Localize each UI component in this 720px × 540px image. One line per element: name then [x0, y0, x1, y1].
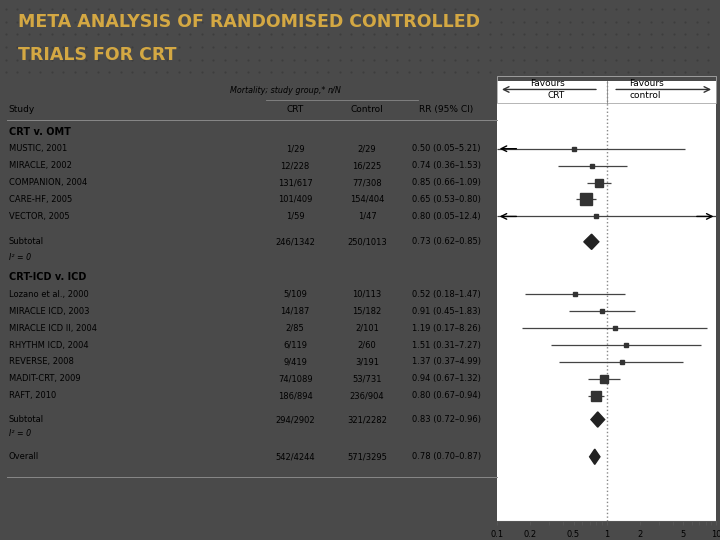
Text: 0.80 (0.05–12.4): 0.80 (0.05–12.4)	[412, 212, 481, 221]
Text: 0.50 (0.05–5.21): 0.50 (0.05–5.21)	[412, 144, 481, 153]
Text: control: control	[629, 91, 660, 100]
Text: Study: Study	[9, 105, 35, 114]
Text: RAFT, 2010: RAFT, 2010	[9, 392, 56, 400]
Text: 250/1013: 250/1013	[347, 237, 387, 246]
Text: CRT: CRT	[548, 91, 565, 100]
Text: 15/182: 15/182	[353, 307, 382, 316]
Text: 5/109: 5/109	[283, 290, 307, 299]
Text: COMPANION, 2004: COMPANION, 2004	[9, 178, 87, 187]
Text: RR (95% CI): RR (95% CI)	[419, 105, 474, 114]
Text: 16/225: 16/225	[353, 161, 382, 170]
Text: RHYTHM ICD, 2004: RHYTHM ICD, 2004	[9, 341, 89, 349]
Bar	[497, 76, 716, 103]
Text: 0.85 (0.66–1.09): 0.85 (0.66–1.09)	[412, 178, 481, 187]
Text: n/N: n/N	[328, 85, 341, 94]
Text: I² = 0: I² = 0	[9, 429, 31, 437]
Text: Mortality; study group,*: Mortality; study group,*	[230, 85, 328, 94]
Text: 154/404: 154/404	[350, 195, 384, 204]
Text: 14/187: 14/187	[281, 307, 310, 316]
Text: CARE-HF, 2005: CARE-HF, 2005	[9, 195, 72, 204]
Text: 0.52 (0.18–1.47): 0.52 (0.18–1.47)	[412, 290, 481, 299]
Text: MUSTIC, 2001: MUSTIC, 2001	[9, 144, 67, 153]
Text: META ANALYSIS OF RANDOMISED CONTROLLED: META ANALYSIS OF RANDOMISED CONTROLLED	[18, 13, 480, 31]
Text: Overall: Overall	[9, 453, 39, 461]
Text: Favours: Favours	[629, 79, 664, 88]
Text: 0.73 (0.62–0.85): 0.73 (0.62–0.85)	[412, 237, 481, 246]
Text: 0.94 (0.67–1.32): 0.94 (0.67–1.32)	[412, 374, 481, 383]
Text: 131/617: 131/617	[278, 178, 312, 187]
Text: MIRACLE, 2002: MIRACLE, 2002	[9, 161, 71, 170]
Text: Subtotal: Subtotal	[9, 415, 44, 424]
Polygon shape	[584, 234, 599, 249]
Text: 0.80 (0.67–0.94): 0.80 (0.67–0.94)	[412, 392, 481, 400]
Text: 2/29: 2/29	[358, 144, 377, 153]
Polygon shape	[591, 412, 605, 427]
Text: MIRACLE ICD, 2003: MIRACLE ICD, 2003	[9, 307, 89, 316]
Text: REVERSE, 2008: REVERSE, 2008	[9, 357, 73, 367]
Text: 0.83 (0.72–0.96): 0.83 (0.72–0.96)	[412, 415, 481, 424]
Text: CRT v. OMT: CRT v. OMT	[9, 127, 71, 137]
Text: MADIT-CRT, 2009: MADIT-CRT, 2009	[9, 374, 80, 383]
Text: 77/308: 77/308	[352, 178, 382, 187]
Polygon shape	[590, 449, 600, 464]
Text: 186/894: 186/894	[278, 392, 312, 400]
Text: 0.74 (0.36–1.53): 0.74 (0.36–1.53)	[412, 161, 481, 170]
Text: 1/47: 1/47	[358, 212, 377, 221]
Text: 246/1342: 246/1342	[275, 237, 315, 246]
Text: 2/85: 2/85	[286, 323, 305, 333]
Text: MIRACLE ICD II, 2004: MIRACLE ICD II, 2004	[9, 323, 96, 333]
Text: 1/59: 1/59	[286, 212, 305, 221]
Text: Lozano et al., 2000: Lozano et al., 2000	[9, 290, 89, 299]
Text: 12/228: 12/228	[281, 161, 310, 170]
Text: 9/419: 9/419	[283, 357, 307, 367]
Text: VECTOR, 2005: VECTOR, 2005	[9, 212, 69, 221]
Text: 1.37 (0.37–4.99): 1.37 (0.37–4.99)	[412, 357, 481, 367]
Text: CRT-ICD v. ICD: CRT-ICD v. ICD	[9, 272, 86, 282]
Text: 542/4244: 542/4244	[275, 453, 315, 461]
Text: 321/2282: 321/2282	[347, 415, 387, 424]
Text: Favours: Favours	[531, 79, 565, 88]
Text: 0.91 (0.45–1.83): 0.91 (0.45–1.83)	[412, 307, 481, 316]
Text: CRT: CRT	[287, 105, 304, 114]
Text: I² = 0: I² = 0	[9, 253, 31, 261]
Text: 571/3295: 571/3295	[347, 453, 387, 461]
Text: 236/904: 236/904	[350, 392, 384, 400]
Text: 1.51 (0.31–7.27): 1.51 (0.31–7.27)	[412, 341, 481, 349]
Text: 101/409: 101/409	[278, 195, 312, 204]
Text: Subtotal: Subtotal	[9, 237, 44, 246]
Text: 0.65 (0.53–0.80): 0.65 (0.53–0.80)	[412, 195, 481, 204]
Text: 3/191: 3/191	[355, 357, 379, 367]
Text: 10/113: 10/113	[353, 290, 382, 299]
Text: Control: Control	[351, 105, 384, 114]
Text: 74/1089: 74/1089	[278, 374, 312, 383]
Text: 2/60: 2/60	[358, 341, 377, 349]
Text: 0.78 (0.70–0.87): 0.78 (0.70–0.87)	[412, 453, 481, 461]
Text: 6/119: 6/119	[283, 341, 307, 349]
Text: 1/29: 1/29	[286, 144, 305, 153]
Text: 2/101: 2/101	[355, 323, 379, 333]
Text: 1.19 (0.17–8.26): 1.19 (0.17–8.26)	[412, 323, 481, 333]
Text: 53/731: 53/731	[353, 374, 382, 383]
Text: 294/2902: 294/2902	[275, 415, 315, 424]
Text: TRIALS FOR CRT: TRIALS FOR CRT	[18, 46, 176, 64]
